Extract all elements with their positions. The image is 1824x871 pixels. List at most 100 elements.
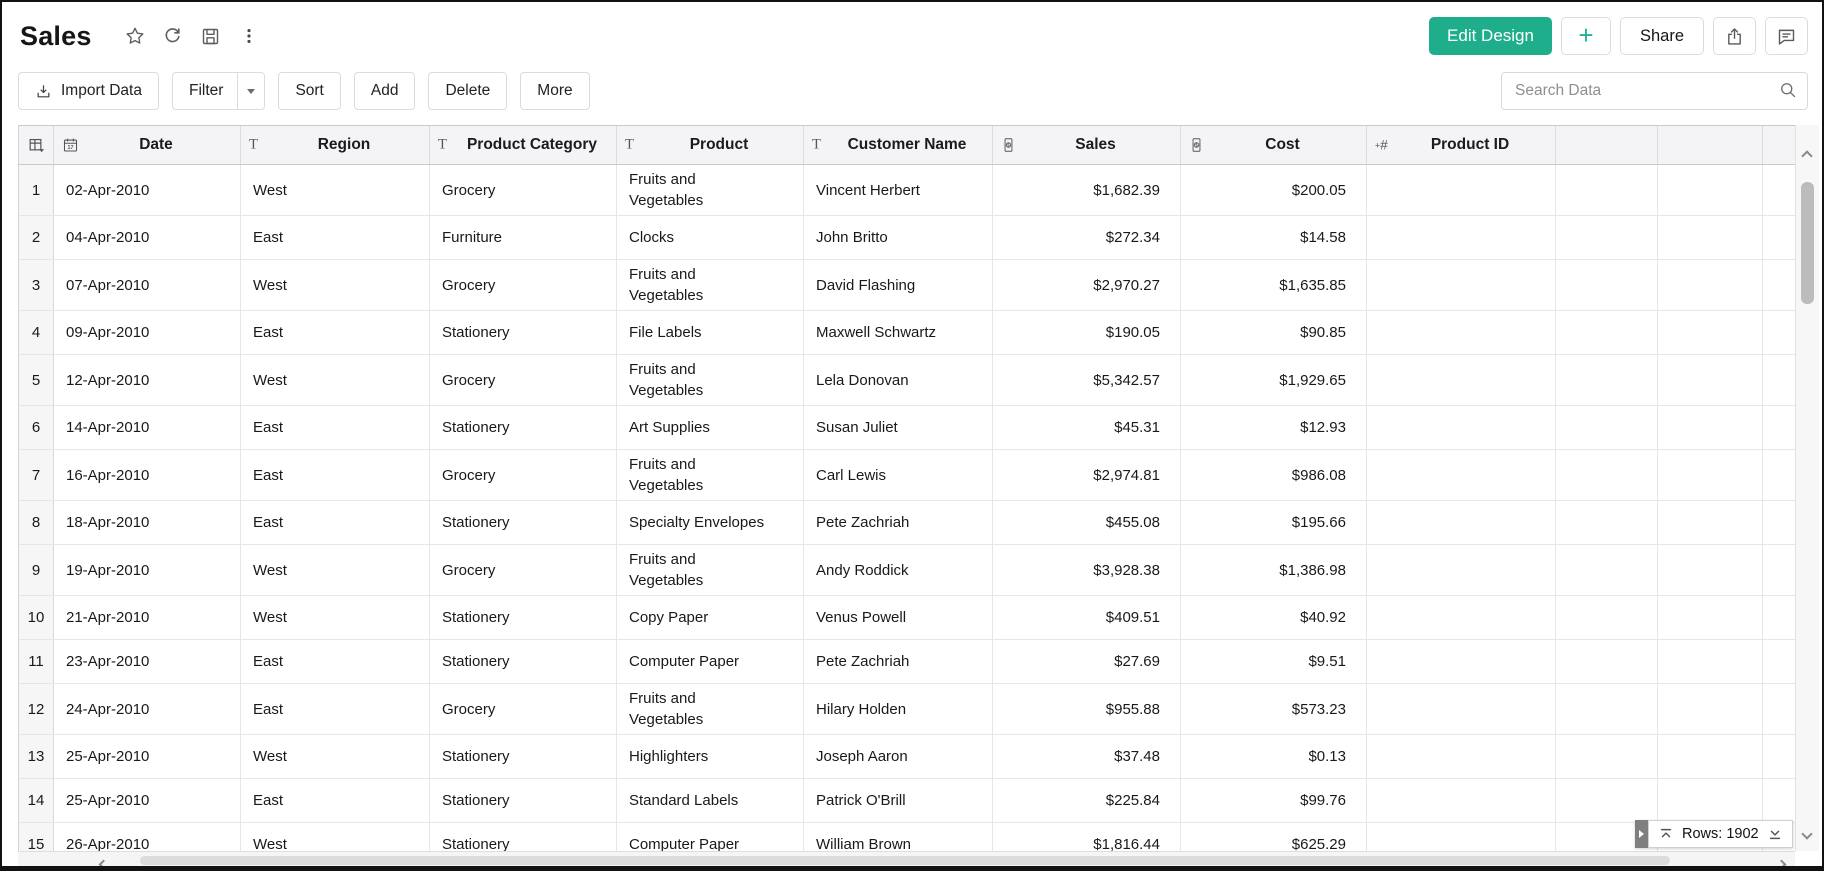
row-number[interactable]: 13 (19, 735, 54, 778)
cell-customer-name[interactable]: Pete Zachriah (804, 640, 993, 683)
scroll-down-arrow-icon[interactable] (1801, 825, 1813, 843)
column-header-region[interactable]: T Region (241, 126, 430, 164)
cell-cost[interactable]: $1,929.65 (1181, 355, 1367, 405)
cell-product[interactable]: Fruits and Vegetables (617, 165, 804, 215)
cell-product-category[interactable]: Grocery (430, 450, 617, 500)
cell-region[interactable]: West (241, 823, 430, 851)
cell-empty[interactable] (1658, 165, 1763, 215)
cell-cost[interactable]: $573.23 (1181, 684, 1367, 734)
cell-region[interactable]: West (241, 545, 430, 595)
cell-customer-name[interactable]: Andy Roddick (804, 545, 993, 595)
cell-product[interactable]: Art Supplies (617, 406, 804, 449)
cell-cost[interactable]: $195.66 (1181, 501, 1367, 544)
cell-product[interactable]: Computer Paper (617, 823, 804, 851)
row-number[interactable]: 3 (19, 260, 54, 310)
cell-empty[interactable] (1763, 311, 1795, 354)
share-button[interactable]: Share (1619, 17, 1704, 55)
cell-sales[interactable]: $272.34 (993, 216, 1181, 259)
cell-product[interactable]: Fruits and Vegetables (617, 450, 804, 500)
cell-empty[interactable] (1658, 501, 1763, 544)
cell-product-id[interactable] (1367, 260, 1556, 310)
cell-product-id[interactable] (1367, 823, 1556, 851)
cell-customer-name[interactable]: Susan Juliet (804, 406, 993, 449)
row-number[interactable]: 15 (19, 823, 54, 851)
cell-region[interactable]: East (241, 501, 430, 544)
cell-region[interactable]: East (241, 779, 430, 822)
cell-customer-name[interactable]: David Flashing (804, 260, 993, 310)
cell-customer-name[interactable]: Pete Zachriah (804, 501, 993, 544)
filter-dropdown-toggle[interactable] (237, 73, 264, 109)
cell-sales[interactable]: $955.88 (993, 684, 1181, 734)
cell-sales[interactable]: $2,970.27 (993, 260, 1181, 310)
cell-empty[interactable] (1763, 735, 1795, 778)
save-icon[interactable] (198, 23, 224, 49)
column-header-customer-name[interactable]: T Customer Name (804, 126, 993, 164)
cell-region[interactable]: East (241, 216, 430, 259)
cell-empty[interactable] (1658, 406, 1763, 449)
cell-empty[interactable] (1556, 545, 1658, 595)
cell-sales[interactable]: $455.08 (993, 501, 1181, 544)
more-options-icon[interactable] (236, 23, 262, 49)
cell-empty[interactable] (1658, 450, 1763, 500)
row-number[interactable]: 11 (19, 640, 54, 683)
cell-product-category[interactable]: Stationery (430, 406, 617, 449)
cell-product-category[interactable]: Stationery (430, 596, 617, 639)
refresh-icon[interactable] (160, 23, 186, 49)
select-all-header[interactable] (19, 126, 54, 164)
cell-product[interactable]: Computer Paper (617, 640, 804, 683)
favorite-star-icon[interactable] (122, 23, 148, 49)
cell-empty[interactable] (1658, 260, 1763, 310)
cell-date[interactable]: 09-Apr-2010 (54, 311, 241, 354)
cell-product-id[interactable] (1367, 406, 1556, 449)
vertical-scrollbar-thumb[interactable] (1801, 182, 1814, 304)
cell-date[interactable]: 24-Apr-2010 (54, 684, 241, 734)
row-number[interactable]: 5 (19, 355, 54, 405)
cell-empty[interactable] (1556, 684, 1658, 734)
cell-product[interactable]: Copy Paper (617, 596, 804, 639)
delete-button[interactable]: Delete (428, 72, 508, 110)
cell-product[interactable]: Standard Labels (617, 779, 804, 822)
column-header-empty[interactable] (1658, 126, 1763, 164)
cell-empty[interactable] (1556, 779, 1658, 822)
row-number[interactable]: 8 (19, 501, 54, 544)
cell-product-id[interactable] (1367, 545, 1556, 595)
cell-product-id[interactable] (1367, 779, 1556, 822)
row-number[interactable]: 12 (19, 684, 54, 734)
cell-date[interactable]: 12-Apr-2010 (54, 355, 241, 405)
row-number[interactable]: 9 (19, 545, 54, 595)
filter-button[interactable]: Filter (171, 72, 266, 110)
cell-sales[interactable]: $1,682.39 (993, 165, 1181, 215)
column-header-empty[interactable] (1763, 126, 1795, 164)
horizontal-scrollbar[interactable] (18, 851, 1795, 866)
cell-date[interactable]: 25-Apr-2010 (54, 779, 241, 822)
cell-region[interactable]: East (241, 640, 430, 683)
cell-empty[interactable] (1556, 450, 1658, 500)
cell-region[interactable]: West (241, 355, 430, 405)
cell-product-category[interactable]: Stationery (430, 640, 617, 683)
cell-region[interactable]: East (241, 450, 430, 500)
cell-date[interactable]: 07-Apr-2010 (54, 260, 241, 310)
cell-product-id[interactable] (1367, 735, 1556, 778)
cell-product-id[interactable] (1367, 684, 1556, 734)
cell-region[interactable]: West (241, 260, 430, 310)
cell-customer-name[interactable]: Lela Donovan (804, 355, 993, 405)
export-button[interactable] (1713, 17, 1756, 55)
cell-customer-name[interactable]: Joseph Aaron (804, 735, 993, 778)
cell-empty[interactable] (1763, 165, 1795, 215)
column-header-product-id[interactable]: + # Product ID (1367, 126, 1556, 164)
cell-date[interactable]: 18-Apr-2010 (54, 501, 241, 544)
cell-cost[interactable]: $99.76 (1181, 779, 1367, 822)
cell-product-category[interactable]: Stationery (430, 779, 617, 822)
cell-cost[interactable]: $9.51 (1181, 640, 1367, 683)
cell-product-id[interactable] (1367, 450, 1556, 500)
cell-sales[interactable]: $3,928.38 (993, 545, 1181, 595)
cell-product[interactable]: Fruits and Vegetables (617, 355, 804, 405)
cell-cost[interactable]: $40.92 (1181, 596, 1367, 639)
cell-date[interactable]: 25-Apr-2010 (54, 735, 241, 778)
rows-widget-collapse-handle[interactable] (1635, 820, 1648, 848)
cell-empty[interactable] (1556, 406, 1658, 449)
add-button[interactable]: Add (353, 72, 416, 110)
cell-cost[interactable]: $625.29 (1181, 823, 1367, 851)
row-number[interactable]: 2 (19, 216, 54, 259)
cell-product-category[interactable]: Grocery (430, 545, 617, 595)
